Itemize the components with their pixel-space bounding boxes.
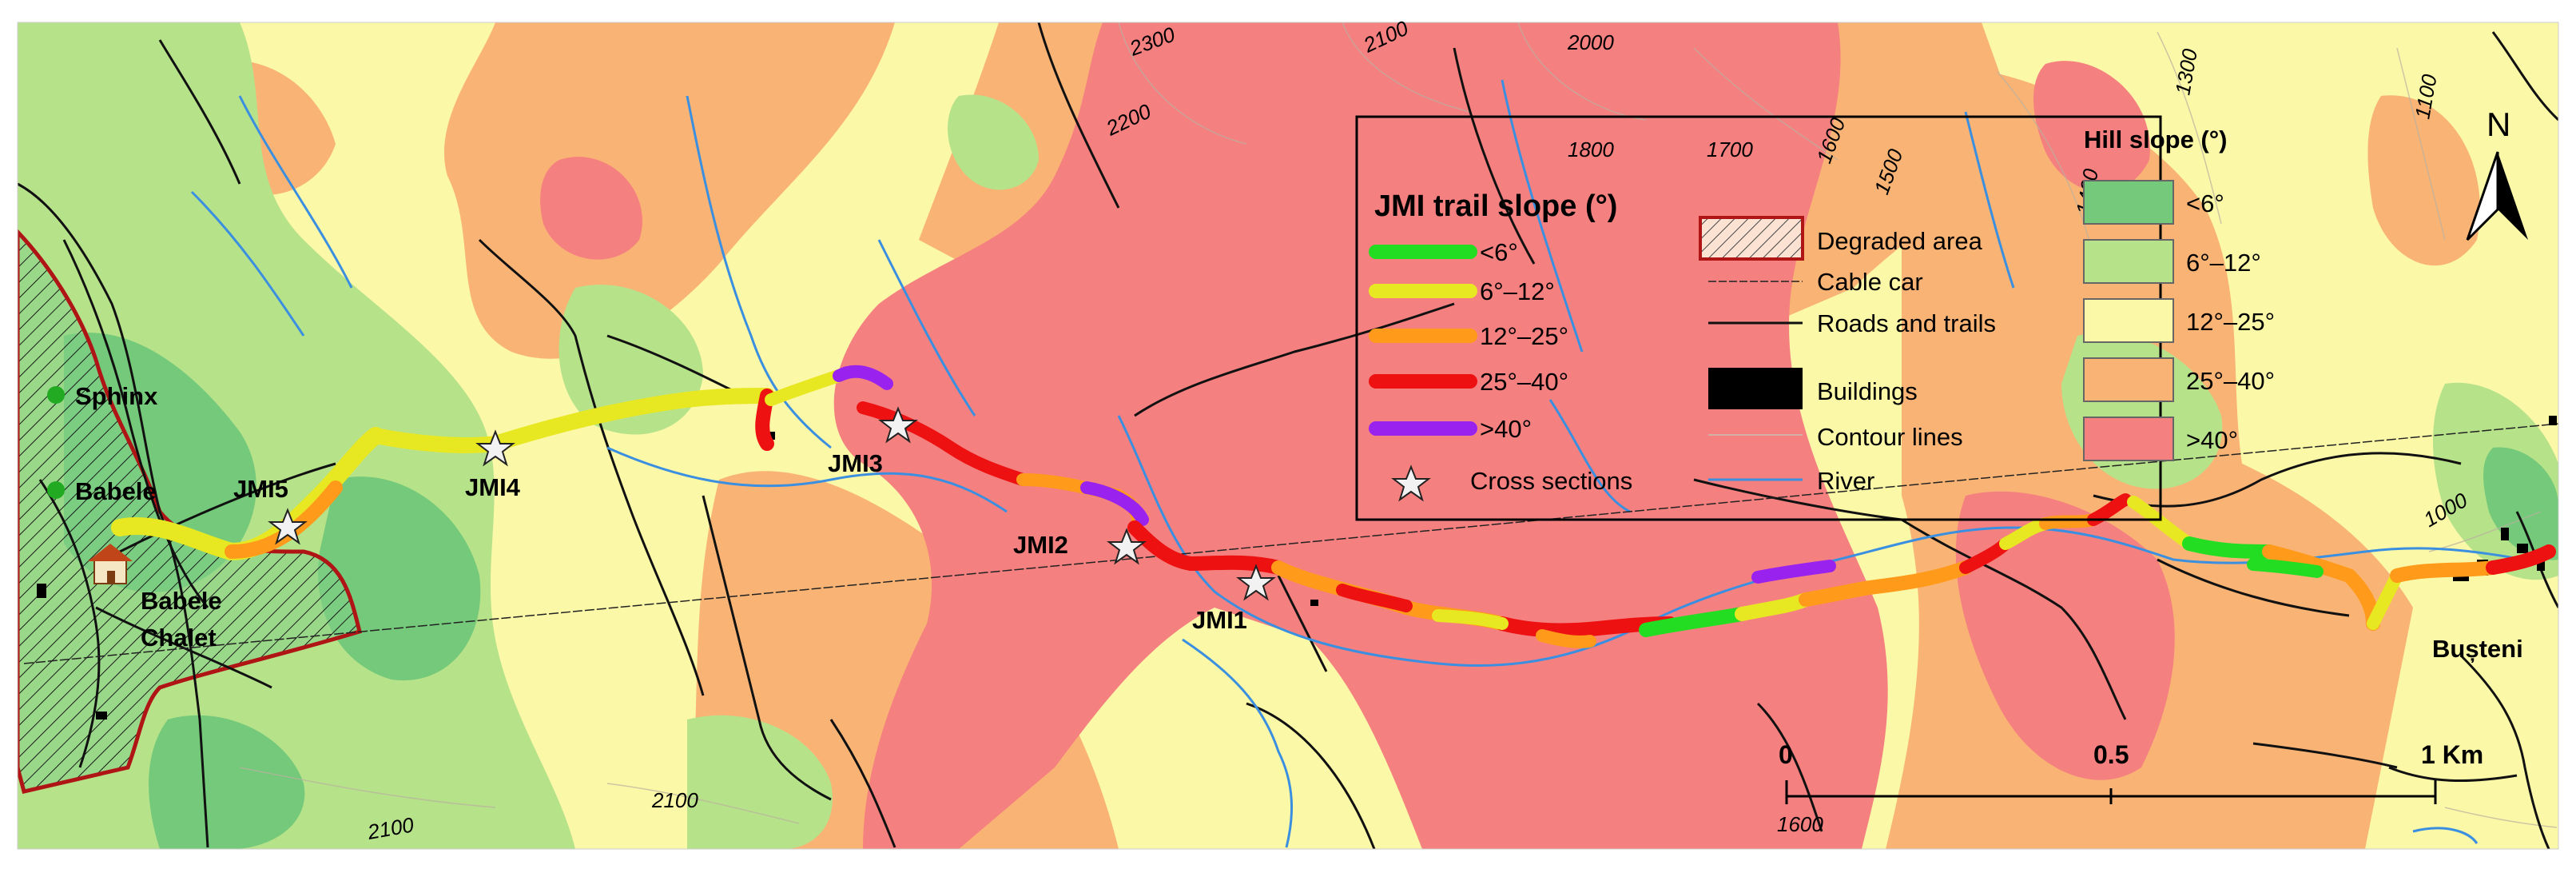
legend-buildings-swatch [1708, 368, 1803, 409]
legend-trail-label: 25°–40° [1480, 368, 1568, 396]
contour-label-1700: 1700 [1707, 138, 1753, 161]
contour-label-1600-bottom: 1600 [1777, 812, 1823, 836]
legend-hill-classes: <6° 6°–12° 12°–25° 25°–40° >40° [2083, 180, 2275, 461]
legend-hill-swatch [2083, 180, 2174, 225]
legend-degraded: Degraded area [1817, 227, 1983, 255]
legend-trail-title: JMI trail slope (°) [1374, 189, 1617, 223]
legend-trail-label: 6°–12° [1480, 277, 1555, 305]
legend-hill-label: 6°–12° [2186, 249, 2261, 277]
sphinx-dot [47, 386, 65, 404]
contour-lines [239, 22, 2558, 828]
legend-trail-label: <6° [1480, 238, 1518, 266]
legend-hill-title: Hill slope (°) [2084, 126, 2227, 153]
legend-river: River [1817, 467, 1874, 495]
legend-trail-label: >40° [1480, 415, 1532, 443]
hill-slope-over-40-areas [540, 22, 2175, 849]
legend-buildings: Buildings [1817, 377, 1918, 405]
legend-hill-label: >40° [2186, 426, 2238, 454]
scale-bar: 0 0.5 1 Km [1779, 740, 2483, 804]
label-busteni: Bușteni [2432, 635, 2523, 663]
legend-hill-swatch [2083, 239, 2174, 284]
legend-hill-label: <6° [2186, 189, 2224, 217]
babele-dot [47, 481, 65, 499]
legend-trail-label: 12°–25° [1480, 322, 1568, 350]
legend-trail-classes: <6° 6°–12° 12°–25° 25°–40° >40° [1369, 238, 1568, 443]
cable-car-line [23, 423, 2558, 664]
label-jmi3: JMI3 [828, 449, 883, 477]
legend-contours: Contour lines [1817, 423, 1963, 451]
label-jmi2: JMI2 [1013, 531, 1068, 559]
legend-hill-swatch [2083, 417, 2174, 461]
legend-cross-sections: Cross sections [1470, 467, 1632, 495]
jmi3-star [878, 406, 918, 444]
jmi4-star [475, 429, 515, 467]
place-labels: Sphinx Babele Babele Chalet Bușteni JMI1… [75, 382, 2523, 663]
degraded-area [18, 229, 363, 794]
legend-degraded-swatch [1699, 216, 1804, 261]
chalet-icon [88, 544, 133, 584]
scale-label-half: 0.5 [2093, 740, 2129, 769]
contour-label-1800: 1800 [1568, 138, 1614, 161]
roads-and-trails [18, 22, 2558, 849]
legend-roads: Roads and trails [1817, 309, 1996, 337]
label-chalet-line1: Babele [141, 587, 222, 615]
label-sphinx: Sphinx [75, 382, 158, 410]
legend-hill-label: 12°–25° [2186, 308, 2275, 336]
legend: JMI trail slope (°) <6° 6°–12° 12°–25° 2… [1355, 115, 2275, 521]
contour-label-2000: 2000 [1567, 30, 1614, 54]
label-chalet-line2: Chalet [141, 624, 217, 652]
legend-cable-car: Cable car [1817, 268, 1923, 296]
cross-section-markers [268, 406, 1276, 601]
legend-hill-swatch [2083, 298, 2174, 343]
label-jmi4: JMI4 [465, 473, 521, 501]
scale-label-0: 0 [1779, 740, 1793, 769]
north-arrow-right-icon [2498, 152, 2528, 240]
north-arrow-left-icon [2466, 151, 2499, 241]
north-label: N [2487, 106, 2510, 143]
jmi5-star [268, 508, 308, 545]
legend-star-icon [1391, 464, 1431, 502]
legend-hill-swatch [2083, 357, 2174, 402]
label-babele: Babele [75, 477, 157, 505]
label-jmi1: JMI1 [1192, 606, 1247, 634]
jmi2-star [1107, 528, 1147, 565]
legend-hill-label: 25°–40° [2186, 367, 2275, 395]
north-arrow: N [2466, 106, 2528, 241]
contour-label-2100-bottom-2: 2100 [651, 788, 698, 812]
jmi1-star [1236, 564, 1276, 601]
label-jmi5: JMI5 [233, 475, 288, 503]
scale-label-1km: 1 Km [2421, 740, 2483, 769]
map-body [18, 22, 2558, 849]
map-frame [17, 22, 2559, 850]
